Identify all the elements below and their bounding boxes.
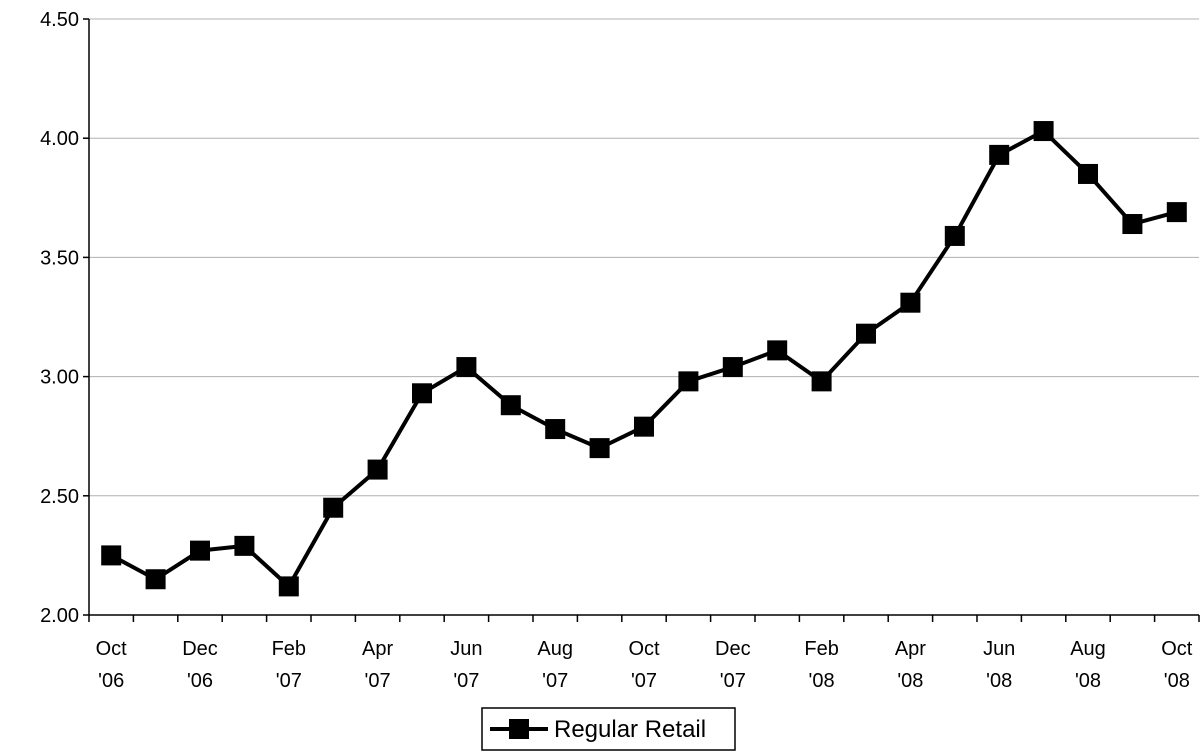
data-point-marker: [634, 416, 654, 437]
x-tick-label-month: Feb: [272, 638, 306, 660]
data-point-marker: [811, 371, 832, 392]
x-tick-label-year: '08: [1164, 670, 1190, 692]
legend-label: Regular Retail: [554, 716, 706, 743]
x-tick-label-month: Jun: [450, 638, 482, 660]
x-tick-label-month: Feb: [804, 638, 838, 660]
x-tick-label-year: '07: [542, 670, 568, 692]
data-point-marker: [1166, 202, 1187, 223]
x-tick-label-year: '08: [986, 670, 1012, 692]
x-tick-label-month: Dec: [715, 638, 751, 660]
data-point-marker: [944, 225, 965, 246]
data-point-marker: [678, 371, 699, 392]
x-tick-label-year: '08: [1075, 670, 1101, 692]
y-tick-label: 4.00: [40, 128, 79, 150]
y-axis-ticks: 2.00 2.50 3.00 3.50 4.00 4.50: [40, 9, 89, 627]
data-point-marker: [456, 357, 477, 378]
axes: [88, 19, 1199, 616]
x-tick-label-year: '07: [365, 670, 391, 692]
data-point-marker: [1122, 214, 1143, 235]
y-tick-label: 3.50: [40, 247, 79, 269]
data-point-marker: [367, 459, 388, 480]
legend-marker-symbol: [509, 719, 529, 739]
x-axis-ticks: Oct '06 Dec '06 Feb '07 Apr '07 Jun '07 Aug '07 Oct '…: [88, 615, 1200, 692]
x-tick-label-year: '08: [809, 670, 835, 692]
series-layer: [101, 121, 1187, 597]
data-point-marker: [722, 357, 743, 378]
x-tick-label-month: Oct: [1161, 638, 1193, 660]
data-point-marker: [145, 569, 166, 590]
gridlines: [89, 18, 1199, 497]
series-line: [110, 129, 1178, 589]
x-tick-label-year: '07: [631, 670, 657, 692]
data-point-marker: [589, 438, 610, 459]
x-tick-label-month: Dec: [182, 638, 218, 660]
x-tick-label-month: Oct: [96, 638, 128, 660]
x-tick-label-year: '06: [98, 670, 124, 692]
x-tick-label-month: Aug: [537, 638, 573, 660]
x-tick-label-month: Jun: [983, 638, 1015, 660]
data-point-marker: [412, 383, 432, 404]
data-point-marker: [234, 535, 255, 556]
data-point-marker: [545, 419, 566, 440]
data-point-marker: [900, 292, 921, 313]
x-tick-label-month: Oct: [628, 638, 660, 660]
x-tick-label-year: '07: [720, 670, 746, 692]
data-point-marker: [856, 323, 876, 344]
y-tick-label: 3.00: [40, 367, 79, 389]
data-point-marker: [1033, 121, 1054, 142]
y-tick-label: 4.50: [40, 9, 79, 31]
x-tick-label-year: '06: [187, 670, 213, 692]
y-tick-label: 2.50: [40, 486, 79, 508]
y-tick-label: 2.00: [40, 605, 79, 627]
x-tick-label-month: Apr: [895, 638, 926, 660]
legend: Regular Retail: [481, 707, 736, 751]
data-point-marker: [101, 545, 122, 566]
data-point-marker: [323, 497, 344, 518]
x-tick-label-year: '07: [453, 670, 479, 692]
x-tick-label-month: Aug: [1070, 638, 1106, 660]
x-tick-label-year: '07: [276, 670, 302, 692]
x-tick-label-month: Apr: [362, 638, 393, 660]
data-point-marker: [278, 576, 299, 597]
x-tick-label-year: '08: [897, 670, 923, 692]
data-point-marker: [1078, 163, 1098, 184]
data-point-marker: [767, 340, 788, 361]
data-point-marker: [190, 540, 210, 561]
data-point-marker: [989, 144, 1010, 165]
data-point-marker: [500, 395, 521, 416]
